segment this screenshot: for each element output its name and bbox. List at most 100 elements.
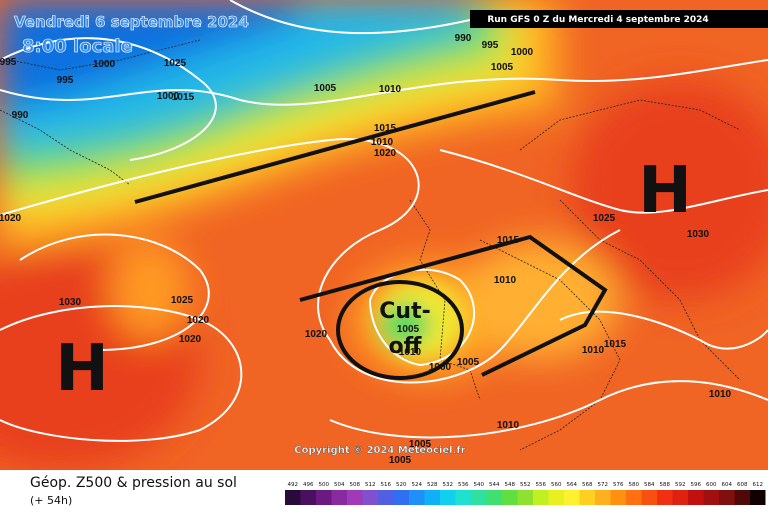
isobar-label: 995 (482, 40, 499, 51)
colorbar-swatch (641, 490, 657, 505)
valid-time: 8:00 locale (22, 36, 133, 57)
colorbar-swatch (316, 490, 332, 505)
isobar-label: 990 (12, 110, 29, 121)
isobar-label: 1010 (494, 275, 517, 286)
product-title: Géop. Z500 & pression au sol (30, 475, 237, 491)
high-pressure-label: H (55, 332, 109, 406)
colorbar-swatch (595, 490, 611, 505)
isobar-label: 1010 (371, 137, 394, 148)
isobar-label: 1020 (374, 148, 397, 159)
colorbar-swatch (347, 490, 363, 505)
isobar-label: 1025 (164, 58, 187, 69)
colorbar-label: 532 (443, 482, 454, 488)
colorbar-swatch (393, 490, 409, 505)
colorbar-label: 528 (427, 482, 438, 488)
isobar-label: 995 (57, 75, 74, 86)
colorbar-swatch (486, 490, 502, 505)
isobar-label: 1025 (171, 295, 194, 306)
cutoff-label: Cut- (379, 299, 430, 324)
colorbar-label: 548 (505, 482, 516, 488)
run-info: Run GFS 0 Z du Mercredi 4 septembre 2024 (487, 15, 708, 25)
colorbar-label: 596 (691, 482, 702, 488)
colorbar-label: 496 (303, 482, 314, 488)
isobar-label: 1020 (0, 213, 22, 224)
run-banner (470, 10, 768, 28)
colorbar-swatch (378, 490, 394, 505)
annotations (134, 90, 608, 380)
isobar-label: 1000 (157, 91, 180, 102)
colorbar-swatch (424, 490, 440, 505)
high-pressure-label: H (638, 154, 692, 228)
colorbar-swatch (626, 490, 642, 505)
colorbar-label: 612 (753, 482, 764, 488)
colorbar-label: 592 (675, 482, 686, 488)
isobar-label: 995 (0, 57, 17, 68)
colorbar-swatch (455, 490, 471, 505)
colorbar-swatch (362, 490, 378, 505)
isobar-label: 1000 (429, 362, 452, 373)
colorbar-label: 564 (567, 482, 578, 488)
colorbar-label: 524 (412, 482, 423, 488)
colorbar-label: 608 (737, 482, 748, 488)
isobar-label: 1015 (172, 92, 195, 103)
colorbar-swatch (750, 490, 766, 505)
colorbar-swatch (502, 490, 518, 505)
colorbar-label: 544 (489, 482, 500, 488)
isobars (0, 0, 768, 442)
colorbar-swatch (285, 490, 301, 505)
colorbar-label: 560 (551, 482, 562, 488)
isobar-label: 1030 (59, 297, 82, 308)
colorbar-label: 516 (381, 482, 392, 488)
isobar-label: 1020 (305, 329, 328, 340)
colorbar-label: 572 (598, 482, 609, 488)
colorbar-label: 508 (350, 482, 361, 488)
colorbar-swatch (409, 490, 425, 505)
colorbar-swatch (517, 490, 533, 505)
colorbar-swatch (657, 490, 673, 505)
colorbar-swatch (471, 490, 487, 505)
isobar-label: 1010 (399, 347, 422, 358)
colorbar-label: 580 (629, 482, 640, 488)
isobar-label: 1025 (593, 213, 616, 224)
colorbar-label: 604 (722, 482, 733, 488)
isobar-label: 1000 (511, 47, 534, 58)
isobar-label: 1020 (187, 315, 210, 326)
isobar-label: 1030 (687, 229, 710, 240)
colorbar: 492 496 500 504 508 512 516 520 524 528 532 536 540 5… (285, 482, 766, 505)
colorbar-swatch (688, 490, 704, 505)
copyright: Copyright © 2024 Meteociel.fr (294, 445, 465, 456)
colorbar-label: 492 (288, 482, 299, 488)
isobar-label: 1005 (314, 83, 337, 94)
colorbar-swatch (703, 490, 719, 505)
colorbar-swatch (734, 490, 750, 505)
colorbar-label: 520 (396, 482, 407, 488)
cutoff-label: off (389, 334, 423, 359)
colorbar-label: 584 (644, 482, 655, 488)
colorbar-label: 600 (706, 482, 717, 488)
colorbar-swatch (610, 490, 626, 505)
isobar-label: 1015 (374, 123, 397, 134)
coastlines (0, 39, 741, 451)
colorbar-label: 556 (536, 482, 547, 488)
isobar-label: 1005 (409, 439, 432, 450)
colorbar-label: 552 (520, 482, 531, 488)
colorbar-label: 588 (660, 482, 671, 488)
colorbar-label: 576 (613, 482, 624, 488)
valid-date: Vendredi 6 septembre 2024 (14, 13, 249, 31)
isobar-label: 1005 (389, 455, 412, 466)
isobar-label: 1010 (497, 420, 520, 431)
isobar-label: 1015 (497, 235, 520, 246)
forecast-lead: (+ 54h) (30, 494, 72, 507)
colorbar-label: 540 (474, 482, 485, 488)
colorbar-swatch (672, 490, 688, 505)
isobar-label: 1005 (491, 62, 514, 73)
colorbar-swatch (548, 490, 564, 505)
isobar-label: 1010 (582, 345, 605, 356)
isobar-label: 1010 (709, 389, 732, 400)
colorbar-swatch (533, 490, 549, 505)
colorbar-swatch (719, 490, 735, 505)
colorbar-swatch (564, 490, 580, 505)
isobar-label: 1000 (93, 59, 116, 70)
